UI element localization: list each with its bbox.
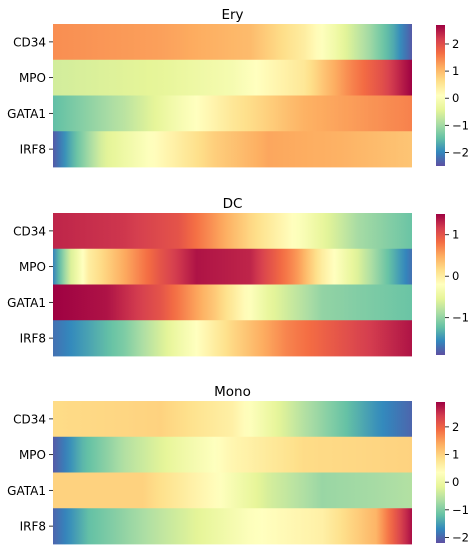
row-label: GATA1 [7, 296, 46, 310]
heatmap-panel-mono: Mono CD34 MPO GATA1 IRF8 −2 −1 0 1 2 [7, 384, 469, 544]
colorbar-tick-label: −1 [452, 503, 469, 517]
heatmap-panel-dc: DC CD34 MPO GATA1 IRF8 −1 0 1 [7, 196, 469, 357]
row-label: IRF8 [20, 520, 46, 534]
colorbar-tick-label: −1 [452, 311, 469, 325]
colorbar-tick-label: 0 [452, 475, 459, 489]
colorbar [436, 25, 445, 166]
heatmap-row-irf8 [53, 320, 412, 357]
row-label: MPO [19, 71, 46, 85]
heatmap-row-cd34 [53, 213, 412, 250]
colorbar-tick-label: 2 [452, 37, 459, 51]
row-label: IRF8 [20, 143, 46, 157]
colorbar-tick-label: −2 [452, 145, 469, 159]
row-label: MPO [19, 448, 46, 462]
heatmap-row-gata1 [53, 95, 412, 132]
colorbar-tick-label: 1 [452, 64, 459, 78]
heatmap-panel-ery: Ery CD34 MPO GATA1 IRF8 −2 −1 0 1 2 [7, 7, 469, 168]
panel-title: Ery [221, 7, 243, 23]
heatmap-row-gata1 [53, 284, 412, 321]
row-label: GATA1 [7, 484, 46, 498]
colorbar-tick-label: −2 [452, 530, 469, 544]
colorbar-tick-label: 2 [452, 420, 459, 434]
colorbar-tick-label: 1 [452, 228, 459, 242]
heatmap-row-mpo [53, 436, 412, 473]
heatmap-row-mpo [53, 248, 412, 285]
heatmap-row-irf8 [53, 131, 412, 168]
panel-title: DC [223, 196, 243, 212]
heatmap-row-mpo [53, 59, 412, 96]
heatmap-row-cd34 [53, 24, 412, 61]
colorbar-tick-label: 0 [452, 269, 459, 283]
colorbar-tick-label: 0 [452, 91, 459, 105]
colorbar-tick-label: −1 [452, 118, 469, 132]
row-label: CD34 [13, 412, 46, 426]
row-label: GATA1 [7, 107, 46, 121]
heatmap-row-gata1 [53, 472, 412, 509]
colorbar-tick-label: 1 [452, 448, 459, 462]
panel-title: Mono [214, 384, 251, 400]
row-label: CD34 [13, 35, 46, 49]
row-label: MPO [19, 260, 46, 274]
colorbar [436, 402, 445, 543]
row-label: IRF8 [20, 332, 46, 346]
colorbar [436, 214, 445, 355]
heatmap-row-cd34 [53, 401, 412, 438]
heatmap-row-irf8 [53, 508, 412, 545]
row-label: CD34 [13, 224, 46, 238]
